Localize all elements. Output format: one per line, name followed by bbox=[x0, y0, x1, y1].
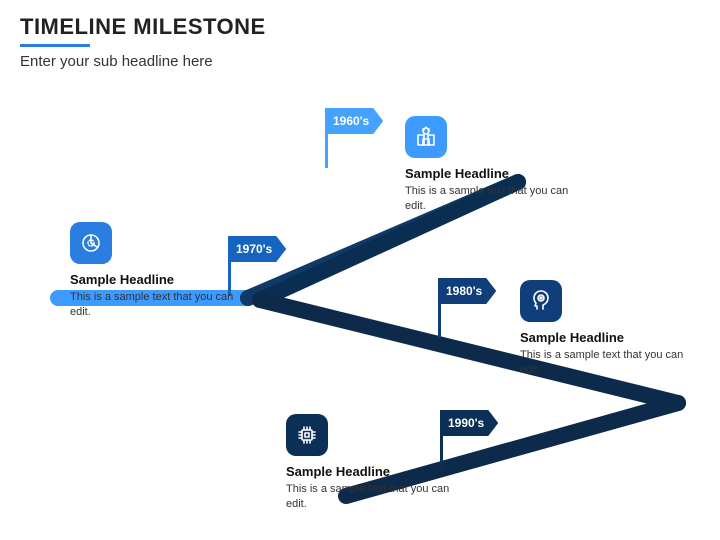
milestone-body: This is a sample text that you can edit. bbox=[286, 482, 456, 512]
flag-banner: 1980's bbox=[438, 278, 496, 304]
pie-icon bbox=[70, 222, 112, 264]
milestone-headline: Sample Headline bbox=[70, 272, 240, 287]
milestone-block-1980: Sample Headline This is a sample text th… bbox=[520, 280, 690, 378]
milestone-headline: Sample Headline bbox=[520, 330, 690, 345]
milestone-body: This is a sample text that you can edit. bbox=[70, 290, 240, 320]
milestone-block-1970: Sample Headline This is a sample text th… bbox=[70, 222, 240, 320]
diagram-stage: 1970's Sample Headline This is a sample … bbox=[0, 0, 720, 540]
milestone-body: This is a sample text that you can edit. bbox=[520, 348, 690, 378]
milestone-headline: Sample Headline bbox=[286, 464, 456, 479]
milestone-headline: Sample Headline bbox=[405, 166, 575, 181]
head-icon bbox=[520, 280, 562, 322]
flag-banner: 1960's bbox=[325, 108, 383, 134]
milestone-block-1990: Sample Headline This is a sample text th… bbox=[286, 414, 456, 512]
milestone-body: This is a sample text that you can edit. bbox=[405, 184, 575, 214]
milestone-block-1960: Sample Headline This is a sample text th… bbox=[405, 116, 575, 214]
chip-icon bbox=[286, 414, 328, 456]
building-icon bbox=[405, 116, 447, 158]
